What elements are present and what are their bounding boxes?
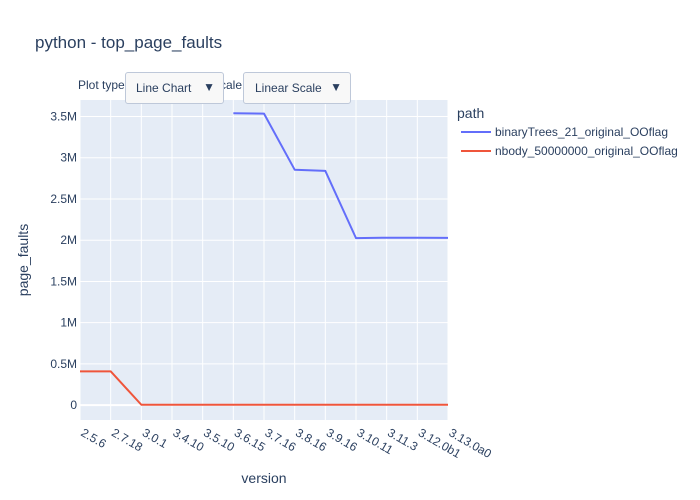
x-tick-label: 2.5.6 [79,425,109,451]
x-tick-label: 3.5.10 [201,425,237,454]
chevron-down-icon: ▼ [330,80,342,94]
y-tick-label: 3M [60,151,77,165]
series-lines [80,112,449,406]
chevron-down-icon: ▼ [203,80,215,94]
x-tick-label: 3.6.15 [232,425,268,454]
chart-title: python - top_page_faults [35,33,223,52]
scale-dropdown[interactable]: Linear Scale ▼ [243,72,351,104]
legend-title: path [457,105,484,121]
series-line-2[interactable] [80,370,448,406]
legend-item-1[interactable]: binaryTrees_21_original_OOflag [461,125,668,139]
scale-value: Linear Scale [255,81,322,95]
plot-type-dropdown[interactable]: Line Chart ▼ [125,72,224,104]
x-tick-label: 3.9.16 [324,425,360,454]
y-tick-label: 1M [60,316,77,330]
x-tick-label: 2.7.18 [109,425,145,454]
legend-item-2[interactable]: nbody_50000000_original_OOflag [461,144,678,158]
y-tick-label: 2M [60,233,77,247]
x-tick-label: 3.4.10 [171,425,207,454]
y-tick-label: 0.5M [50,357,77,371]
y-tick-label: 3.5M [50,109,77,123]
legend[interactable]: binaryTrees_21_original_OOflag nbody_5000… [461,125,678,158]
y-tick-label: 2.5M [50,192,77,206]
x-tick-label: 3.8.16 [293,425,329,454]
x-tick-label: 3.7.16 [263,425,299,454]
y-axis-title: page_faults [15,224,31,296]
legend-label: binaryTrees_21_original_OOflag [495,125,668,139]
legend-label: nbody_50000000_original_OOflag [495,144,678,158]
y-tick-label: 0 [70,398,77,412]
x-tick-label: 3.0.1 [140,425,170,451]
y-tick-labels: 0 0.5M 1M 1.5M 2M 2.5M 3M 3.5M [50,109,77,412]
plot-type-label: Plot type [78,78,125,92]
x-axis-title: version [241,470,286,486]
y-tick-label: 1.5M [50,274,77,288]
x-tick-labels: 2.5.6 2.7.183.0.1 3.4.103.5.103.6.153.7.16… [79,425,495,461]
plot-type-value: Line Chart [136,81,192,95]
series-line-1[interactable] [233,112,449,240]
